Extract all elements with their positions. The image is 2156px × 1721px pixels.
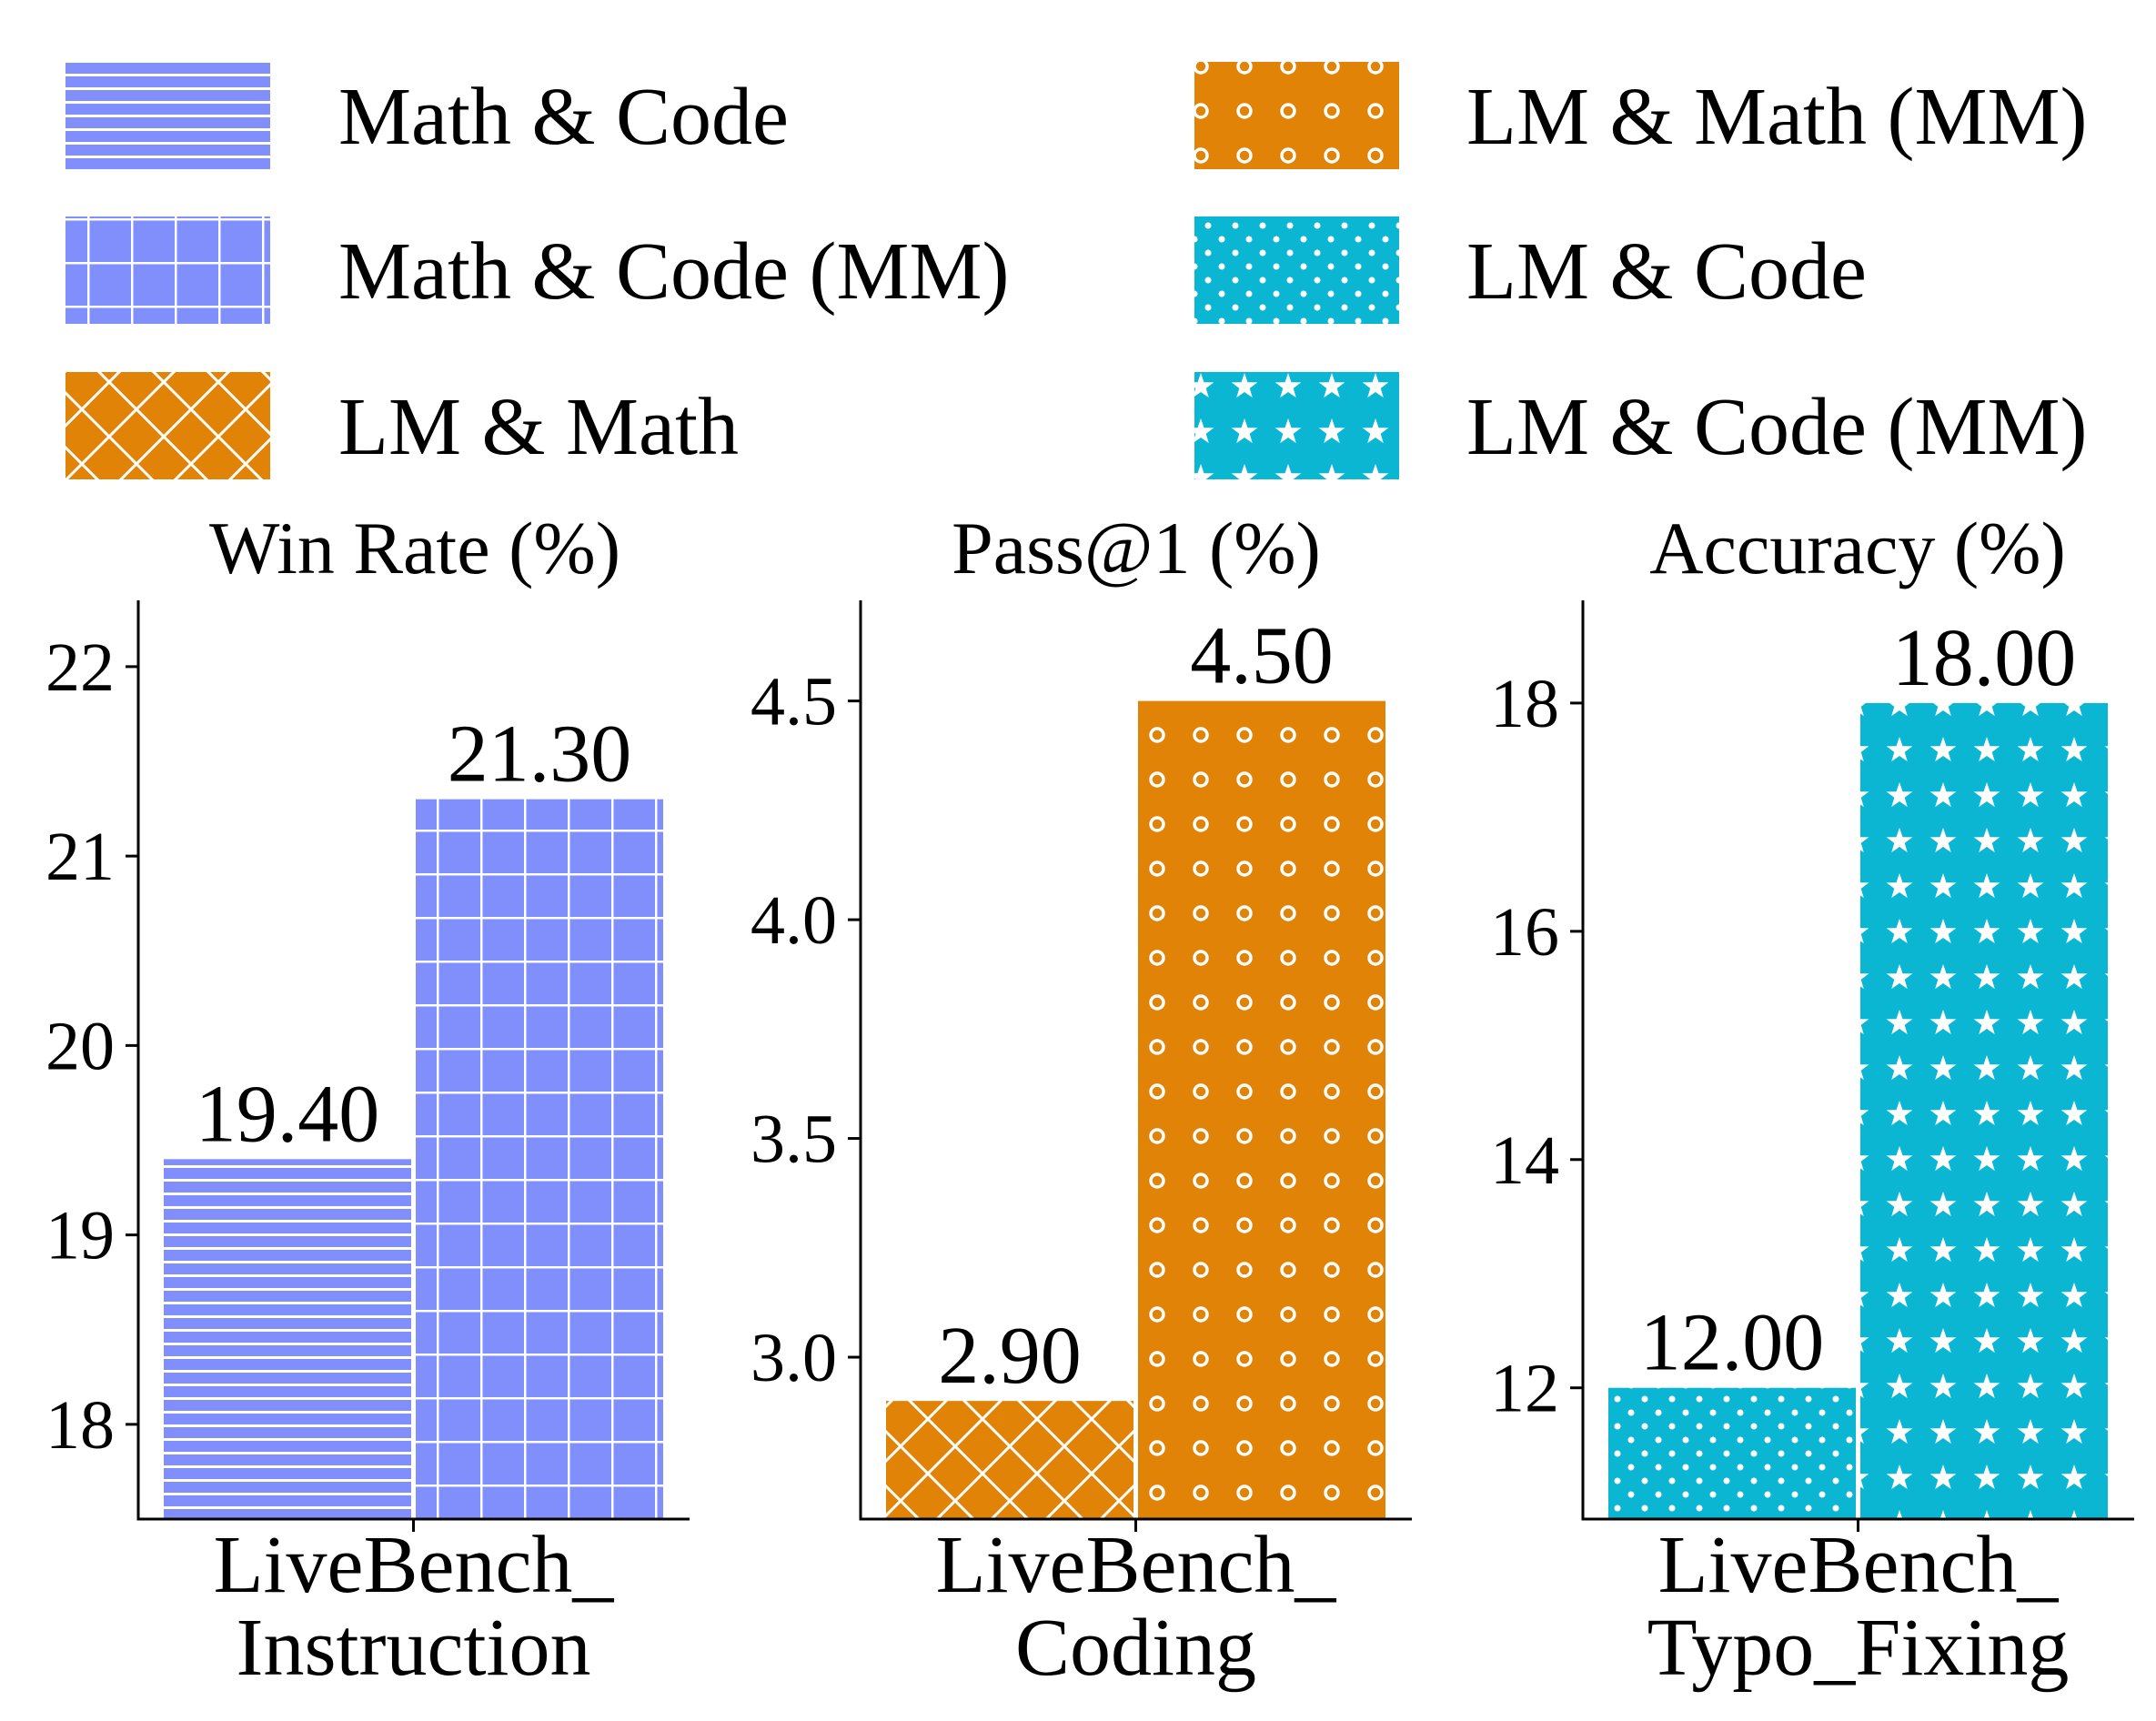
legend-label: LM & Code [1466,226,1867,317]
charts: Win Rate (%) 19.40 21.30 18 19 20 21 22 LiveBenc… [45,507,2134,1693]
x-category-label: Typo_Fixing [1647,1603,2070,1693]
legend-swatch [65,372,270,479]
y-tick-label: 20 [45,1008,115,1084]
y-tick-label: 12 [1490,1351,1559,1427]
y-tick-label: 4.5 [751,664,837,740]
x-category-label: Instruction [237,1603,591,1693]
y-tick-label: 4.0 [751,882,837,959]
bar-value-label: 2.90 [938,1311,1082,1401]
legend-label: LM & Code (MM) [1466,382,2087,472]
y-tick-label: 21 [45,819,115,895]
legend-swatch [1194,216,1399,324]
chart-win-rate: Win Rate (%) 19.40 21.30 18 19 20 21 22 LiveBenc… [45,507,690,1693]
legend-item-math-code: Math & Code [65,62,789,169]
legend-label: LM & Math [338,382,739,472]
chart-title: Pass@1 (%) [952,507,1321,589]
y-tick-label: 16 [1490,894,1559,971]
bar-value-label: 4.50 [1190,611,1334,701]
legend-label: LM & Math (MM) [1466,72,2087,162]
x-category-label: LiveBench_ [1658,1520,2060,1610]
x-category-label: Coding [1015,1603,1256,1693]
chart-accuracy: Accuracy (%) 12.00 18.00 12 14 16 18 LiveBench_… [1490,507,2134,1693]
bar-lm-math [886,1401,1133,1519]
bar-lm-code [1608,1387,1856,1519]
y-tick-label: 18 [1490,666,1559,742]
y-tick-label: 22 [45,629,115,706]
chart-pass-1: Pass@1 (%) 2.90 4.50 3.0 3.5 4.0 4.5 LiveBench_… [751,507,1412,1693]
legend-item-lm-math: LM & Math [65,372,739,479]
legend-item-lm-code: LM & Code [1194,216,1867,324]
legend-label: Math & Code [338,72,789,162]
legend: Math & Code LM & Math (MM) Math & Code (MM… [65,62,2087,479]
legend-item-lm-math-mm: LM & Math (MM) [1194,62,2087,169]
y-tick-label: 3.0 [751,1320,837,1396]
legend-swatch [65,216,270,324]
bar-lm-math-mm [1138,700,1385,1519]
bar-value-label: 19.40 [196,1069,380,1159]
legend-swatch [1194,62,1399,169]
legend-swatch [65,62,270,169]
legend-swatch [1194,372,1399,479]
legend-item-math-code-mm: Math & Code (MM) [65,216,1009,324]
chart-title: Accuracy (%) [1649,507,2066,589]
x-category-label: LiveBench_ [214,1520,615,1610]
bar-math-code-mm [416,799,663,1519]
bar-value-label: 18.00 [1892,613,2077,703]
bar-value-label: 21.30 [448,710,632,800]
bar-lm-code-mm [1860,702,2108,1519]
y-tick-label: 14 [1490,1122,1559,1199]
bar-value-label: 12.00 [1640,1298,1825,1388]
legend-item-lm-code-mm: LM & Code (MM) [1194,372,2087,479]
x-category-label: LiveBench_ [936,1520,1337,1610]
chart-title: Win Rate (%) [209,507,620,589]
y-tick-label: 3.5 [751,1102,837,1178]
y-tick-label: 19 [45,1198,115,1274]
legend-label: Math & Code (MM) [338,226,1009,317]
bar-math-code [164,1159,411,1519]
y-tick-label: 18 [45,1387,115,1464]
